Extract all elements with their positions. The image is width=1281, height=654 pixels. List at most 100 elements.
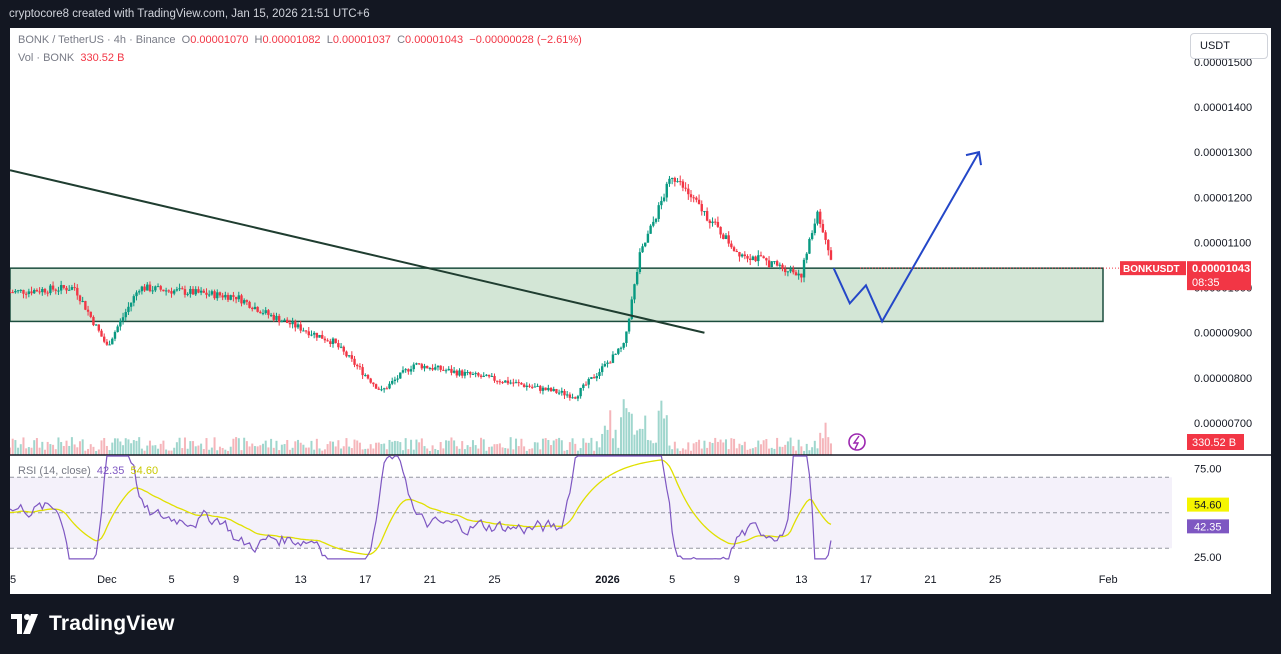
volume-bar [302,444,305,455]
volume-bar [248,446,251,455]
volume-bar [388,439,391,455]
volume-bar [541,438,544,455]
volume-bar [245,441,248,455]
candle-body [517,382,520,384]
volume-bar [757,440,760,455]
price-tick-label: 0.00000800 [1194,373,1252,385]
volume-bar [692,443,695,455]
candle-body [183,289,187,295]
volume-bar [466,445,469,455]
volume-bar [232,438,235,455]
candle-body [347,355,351,357]
candle-body [218,292,222,296]
volume-bar [267,447,270,455]
candle-body [164,290,168,292]
volume-bar [436,450,439,455]
candle-body [762,256,765,259]
volume-bar [189,441,192,455]
candle-body [525,385,528,387]
candle-body [520,382,523,385]
candle-body [81,300,84,302]
candle-body [229,295,232,300]
candle-body [549,387,553,392]
candle-body [288,322,292,325]
volume-bar [458,448,461,455]
candle-body [59,285,63,291]
volume-bar [92,446,95,455]
candle-body [800,273,803,278]
candle-body [224,294,227,298]
candle-body [431,368,434,370]
candle-body [719,226,722,235]
candle-body [444,370,448,372]
candle-body [27,291,31,295]
volume-bar [426,448,429,455]
volume-bar [100,440,103,455]
symbol-badge-bg [1120,261,1186,276]
volume-bar [358,442,361,455]
volume-bar [11,438,14,455]
volume-bar [210,447,213,455]
time-tick-label: Feb [1099,574,1118,586]
candle-body [46,292,49,294]
volume-bar [103,437,106,455]
candle-body [103,336,106,342]
candle-body [237,295,240,300]
volume-bar [512,449,515,455]
candle-body [78,295,82,302]
volume-bar [46,441,49,455]
volume-bar [135,440,138,455]
volume-bar [60,442,63,455]
chart-panel[interactable]: 0.000007000.000008000.000009000.00001000… [10,28,1271,594]
volume-bar [706,447,709,455]
candle-body [627,318,631,332]
high-value: 0.00001082 [262,34,321,46]
candle-body [105,341,109,345]
price-chart-svg[interactable]: 0.000007000.000008000.000009000.00001000… [10,28,1271,594]
candle-body [781,264,784,269]
volume-bar [477,448,480,455]
candle-body [331,338,335,344]
currency-button[interactable]: USDT [1190,33,1268,59]
volume-bar [318,448,321,455]
support-zone [10,267,1104,323]
volume-bar [256,446,259,455]
projection-arrowhead [965,150,982,166]
volume-bar [816,448,819,455]
candle-body [275,315,278,320]
volume-bar [270,438,273,455]
volume-bar [724,439,727,455]
countdown-badge-text: 08:35 [1192,277,1220,289]
candle-body [68,289,71,291]
time-tick-label: 25 [989,574,1001,586]
candle-body [30,291,33,294]
candle-body [479,375,483,377]
volume-bar [342,446,345,455]
volume-bar [794,450,797,455]
volume-bar [735,448,738,455]
candle-body [700,204,703,212]
candle-body [181,288,184,290]
volume-bar [353,439,356,455]
volume-bar [698,439,701,455]
volume-bar [240,450,243,455]
volume-bar [644,415,647,455]
volume-bar [649,440,652,455]
price-tick-label: 0.00001500 [1194,57,1252,69]
price-badge-text: 0.00001043 [1192,263,1250,275]
volume-bar [501,447,504,455]
volume-bar [722,442,725,455]
tradingview-logo[interactable]: TradingView [11,612,175,636]
candle-body [296,324,300,328]
volume-bar [611,438,614,455]
time-tick-label: 21 [424,574,436,586]
volume-bar [73,444,76,455]
candle-body [132,296,136,303]
volume-bar [81,439,84,455]
candle-body [353,358,356,365]
candle-body [670,177,674,179]
candle-body [757,255,760,262]
volume-bar [703,440,706,455]
candle-body [743,254,747,257]
candle-body [563,390,566,396]
